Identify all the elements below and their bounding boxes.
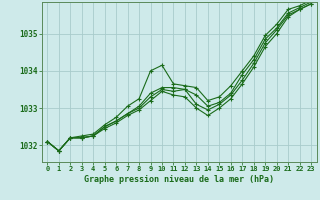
- X-axis label: Graphe pression niveau de la mer (hPa): Graphe pression niveau de la mer (hPa): [84, 175, 274, 184]
